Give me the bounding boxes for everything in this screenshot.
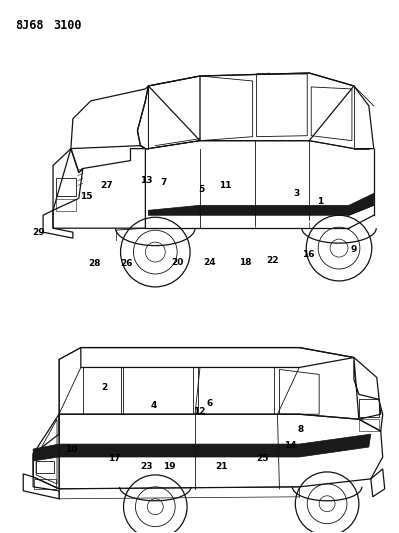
- Text: 12: 12: [193, 407, 206, 416]
- Text: 15: 15: [80, 192, 93, 201]
- Text: 17: 17: [108, 454, 120, 463]
- Polygon shape: [200, 193, 374, 215]
- Text: 24: 24: [203, 258, 216, 266]
- Text: 20: 20: [172, 258, 184, 266]
- Text: 3100: 3100: [53, 19, 81, 33]
- Bar: [56, 179, 76, 196]
- Polygon shape: [33, 444, 59, 461]
- Text: 8: 8: [297, 425, 304, 434]
- Text: 23: 23: [140, 462, 152, 471]
- Text: 26: 26: [120, 260, 132, 268]
- Text: 29: 29: [33, 228, 45, 237]
- Text: 2: 2: [101, 383, 108, 392]
- Text: 27: 27: [100, 181, 113, 190]
- Text: 9: 9: [351, 245, 357, 254]
- Text: 19: 19: [164, 462, 176, 471]
- Text: 6: 6: [206, 399, 213, 408]
- Polygon shape: [148, 205, 200, 215]
- Bar: [359, 419, 379, 431]
- Text: 14: 14: [284, 441, 297, 450]
- Bar: [56, 199, 76, 211]
- Text: 4: 4: [151, 401, 157, 410]
- Text: 21: 21: [215, 462, 227, 471]
- Text: 8J68: 8J68: [15, 19, 44, 33]
- Text: 16: 16: [302, 251, 315, 260]
- Text: 11: 11: [219, 181, 231, 190]
- Text: 13: 13: [140, 176, 152, 185]
- Text: 5: 5: [198, 185, 205, 194]
- Bar: [36, 461, 54, 473]
- Text: 1: 1: [317, 197, 324, 206]
- Polygon shape: [59, 434, 371, 457]
- Bar: [34, 479, 56, 489]
- Text: 10: 10: [65, 445, 77, 454]
- Text: 7: 7: [161, 178, 167, 187]
- Bar: [359, 399, 379, 417]
- Text: 18: 18: [239, 258, 251, 266]
- Text: 3: 3: [293, 189, 300, 198]
- Text: 22: 22: [267, 256, 279, 265]
- Text: 28: 28: [88, 260, 101, 268]
- Text: 25: 25: [257, 454, 269, 463]
